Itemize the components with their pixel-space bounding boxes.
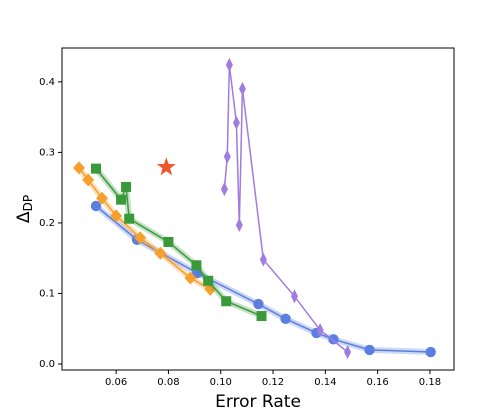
marker [121, 181, 132, 192]
marker [82, 173, 95, 187]
marker [235, 218, 243, 233]
marker [90, 200, 102, 212]
marker [163, 236, 174, 247]
marker [134, 231, 147, 245]
marker [232, 115, 240, 130]
marker [156, 157, 176, 176]
y-tick-label: 0.2 [39, 218, 55, 229]
marker [344, 345, 352, 360]
marker [225, 57, 233, 72]
marker [280, 313, 291, 325]
marker [316, 323, 324, 338]
x-tick-label: 0.16 [367, 377, 389, 388]
marker [253, 298, 264, 310]
y-tick-label: 0.3 [39, 147, 55, 158]
marker [116, 194, 127, 205]
marker [364, 344, 375, 356]
marker [220, 182, 228, 197]
x-axis-label: Error Rate [215, 392, 301, 412]
marker [223, 149, 231, 164]
marker [290, 289, 298, 304]
y-label-main: Δ [14, 211, 34, 223]
marker [191, 260, 202, 271]
marker [72, 161, 85, 175]
y-tick-label: 0.4 [39, 77, 55, 88]
y-tick-label: 0.0 [39, 359, 55, 370]
marker [96, 191, 109, 205]
y-tick-label: 0.1 [39, 288, 55, 299]
series-line [223, 64, 349, 353]
marker [425, 346, 436, 358]
x-tick-label: 0.14 [314, 377, 336, 388]
y-axis-label: ΔDP [14, 195, 35, 223]
marker [221, 296, 232, 307]
plot-frame [61, 47, 455, 371]
marker [90, 163, 101, 174]
marker [124, 213, 135, 224]
x-tick-label: 0.18 [419, 377, 441, 388]
marker [154, 246, 167, 260]
marker [203, 275, 214, 286]
x-tick-label: 0.12 [262, 377, 284, 388]
x-tick-label: 0.06 [105, 377, 127, 388]
marker [256, 311, 267, 322]
marker [238, 81, 246, 96]
marker [259, 252, 267, 267]
marker [110, 209, 123, 223]
x-tick-label: 0.10 [210, 377, 232, 388]
marker [184, 271, 197, 285]
y-label-sub: DP [21, 195, 35, 211]
x-tick-label: 0.08 [157, 377, 179, 388]
